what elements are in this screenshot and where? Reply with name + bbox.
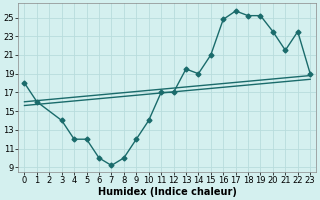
X-axis label: Humidex (Indice chaleur): Humidex (Indice chaleur) — [98, 187, 237, 197]
